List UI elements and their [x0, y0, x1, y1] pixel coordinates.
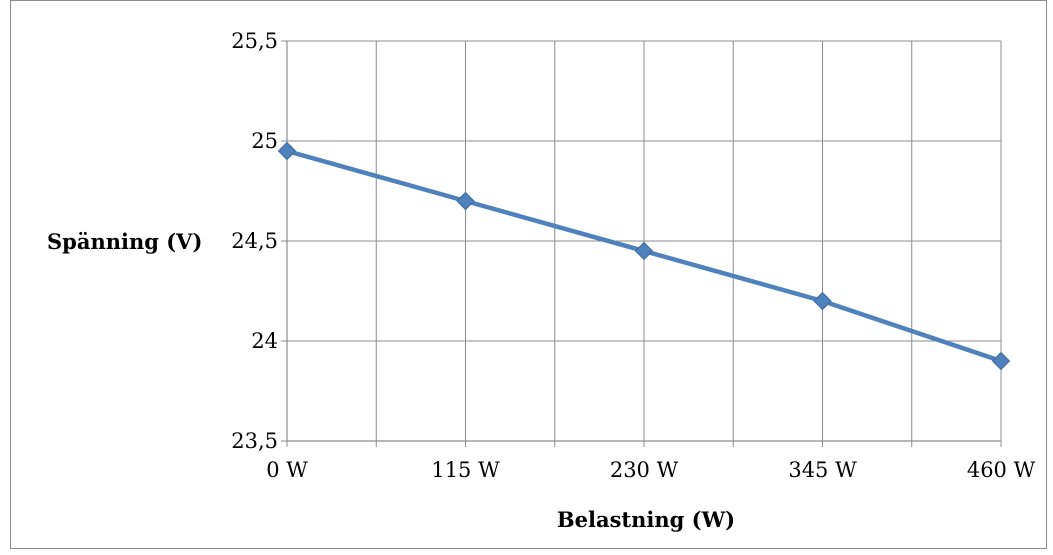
x-tick-label: 460 W — [967, 458, 1036, 482]
x-tick-label: 230 W — [610, 458, 679, 482]
x-tick-label: 115 W — [431, 458, 500, 482]
data-point-marker — [456, 191, 475, 211]
x-tick-labels: 0 W 115 W 230 W 345 W 460 W — [266, 458, 1035, 482]
grid-lines — [287, 40, 1002, 442]
y-tick-label: 24 — [251, 329, 278, 353]
chart-frame — [10, 0, 1047, 549]
y-tick-labels: 23,5 24 24,5 25 25,5 — [231, 29, 278, 453]
data-point-marker — [991, 351, 1011, 371]
x-tick-label: 0 W — [266, 458, 308, 482]
y-tick-label: 24,5 — [231, 229, 278, 253]
y-tick-label: 23,5 — [231, 429, 278, 453]
series-group — [277, 141, 1011, 371]
y-tick-label: 25,5 — [231, 29, 278, 53]
data-point-marker — [813, 291, 832, 311]
axes — [281, 40, 1002, 447]
x-tick-label: 345 W — [788, 458, 857, 482]
y-tick-label: 25 — [251, 129, 278, 153]
x-axis-title: Belastning (W) — [557, 507, 735, 532]
data-point-marker — [277, 141, 297, 161]
y-axis-title: Spänning (V) — [47, 229, 202, 254]
data-point-marker — [634, 241, 654, 261]
